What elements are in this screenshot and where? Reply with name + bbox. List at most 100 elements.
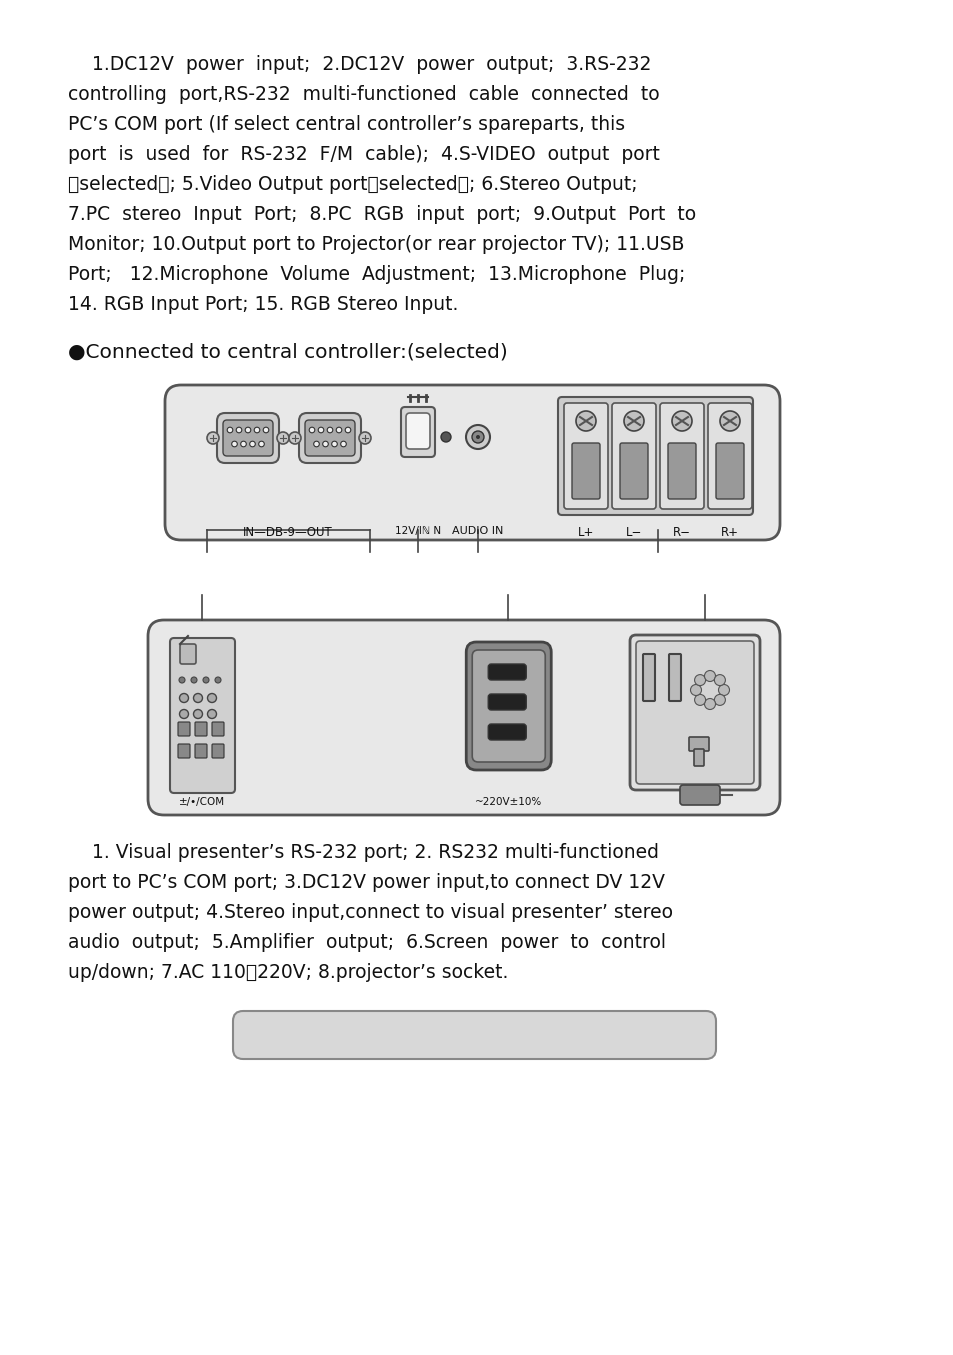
FancyBboxPatch shape [212, 722, 224, 736]
Circle shape [703, 698, 715, 710]
Circle shape [193, 694, 202, 702]
Circle shape [465, 425, 490, 449]
Text: ±/•/COM: ±/•/COM [179, 797, 225, 808]
Circle shape [214, 678, 221, 683]
Circle shape [472, 431, 483, 443]
Text: up/down; 7.AC 110～220V; 8.projector’s socket.: up/down; 7.AC 110～220V; 8.projector’s so… [68, 963, 508, 982]
FancyBboxPatch shape [668, 654, 680, 701]
Text: IN—DB-9—OUT: IN—DB-9—OUT [243, 526, 333, 539]
Circle shape [191, 678, 196, 683]
Circle shape [227, 427, 233, 432]
Circle shape [476, 435, 479, 439]
Circle shape [358, 432, 371, 444]
Circle shape [576, 411, 596, 431]
Text: 12V/Ⅰℕ N: 12V/Ⅰℕ N [395, 526, 440, 537]
Text: ●Connected to central controller:(selected): ●Connected to central controller:(select… [68, 343, 507, 362]
FancyBboxPatch shape [629, 635, 760, 790]
Circle shape [309, 427, 314, 432]
FancyBboxPatch shape [223, 420, 273, 457]
FancyBboxPatch shape [298, 413, 360, 463]
Text: 1. Visual presenter’s RS-232 port; 2. RS232 multi-functioned: 1. Visual presenter’s RS-232 port; 2. RS… [68, 843, 659, 862]
Circle shape [335, 427, 341, 432]
FancyBboxPatch shape [472, 650, 545, 762]
Circle shape [690, 684, 700, 695]
FancyBboxPatch shape [305, 420, 355, 457]
FancyBboxPatch shape [216, 413, 278, 463]
FancyBboxPatch shape [148, 621, 780, 814]
FancyBboxPatch shape [659, 402, 703, 509]
Text: （selected）; 5.Video Output port（selected）; 6.Stereo Output;: （selected）; 5.Video Output port（selected… [68, 175, 637, 194]
FancyBboxPatch shape [693, 749, 703, 766]
FancyBboxPatch shape [165, 385, 780, 541]
FancyBboxPatch shape [488, 664, 526, 680]
Circle shape [258, 442, 264, 447]
Circle shape [703, 671, 715, 682]
FancyBboxPatch shape [572, 443, 599, 499]
Circle shape [340, 442, 346, 447]
Circle shape [179, 694, 189, 702]
FancyBboxPatch shape [400, 406, 435, 457]
FancyBboxPatch shape [716, 443, 743, 499]
FancyBboxPatch shape [642, 654, 655, 701]
Text: 1.DC12V  power  input;  2.DC12V  power  output;  3.RS-232: 1.DC12V power input; 2.DC12V power outpu… [68, 56, 651, 75]
Circle shape [240, 442, 246, 447]
Text: L+: L+ [578, 526, 594, 539]
Circle shape [714, 694, 724, 706]
Circle shape [720, 411, 740, 431]
FancyBboxPatch shape [679, 785, 720, 805]
Circle shape [322, 442, 328, 447]
Text: ~220V±10%: ~220V±10% [474, 797, 541, 808]
FancyBboxPatch shape [178, 744, 190, 757]
Text: 14. RGB Input Port; 15. RGB Stereo Input.: 14. RGB Input Port; 15. RGB Stereo Input… [68, 295, 457, 314]
Circle shape [332, 442, 337, 447]
Text: Monitor; 10.Output port to Projector(or rear projector TV); 11.USB: Monitor; 10.Output port to Projector(or … [68, 234, 684, 253]
FancyBboxPatch shape [178, 722, 190, 736]
FancyBboxPatch shape [563, 402, 607, 509]
Text: port  is  used  for  RS-232  F/M  cable);  4.S-VIDEO  output  port: port is used for RS-232 F/M cable); 4.S-… [68, 145, 659, 164]
Text: port to PC’s COM port; 3.DC12V power input,to connect DV 12V: port to PC’s COM port; 3.DC12V power inp… [68, 873, 664, 892]
Circle shape [179, 710, 189, 718]
Circle shape [714, 675, 724, 686]
Circle shape [440, 432, 451, 442]
Text: Port;   12.Microphone  Volume  Adjustment;  13.Microphone  Plug;: Port; 12.Microphone Volume Adjustment; 1… [68, 266, 684, 285]
Circle shape [208, 710, 216, 718]
FancyBboxPatch shape [688, 737, 708, 751]
FancyBboxPatch shape [707, 402, 751, 509]
Circle shape [208, 694, 216, 702]
Circle shape [263, 427, 269, 432]
Circle shape [276, 432, 289, 444]
Text: power output; 4.Stereo input,connect to visual presenter’ stereo: power output; 4.Stereo input,connect to … [68, 902, 672, 921]
FancyBboxPatch shape [488, 694, 526, 710]
Text: L−: L− [625, 526, 641, 539]
Text: audio  output;  5.Amplifier  output;  6.Screen  power  to  control: audio output; 5.Amplifier output; 6.Scre… [68, 934, 665, 953]
Circle shape [718, 684, 729, 695]
Circle shape [193, 710, 202, 718]
FancyBboxPatch shape [194, 744, 207, 757]
Circle shape [694, 694, 705, 706]
FancyBboxPatch shape [406, 413, 430, 449]
Text: 7.PC  stereo  Input  Port;  8.PC  RGB  input  port;  9.Output  Port  to: 7.PC stereo Input Port; 8.PC RGB input p… [68, 205, 696, 224]
FancyBboxPatch shape [636, 641, 753, 785]
FancyBboxPatch shape [612, 402, 656, 509]
FancyBboxPatch shape [667, 443, 696, 499]
Circle shape [314, 442, 319, 447]
Circle shape [179, 678, 185, 683]
Circle shape [232, 442, 237, 447]
FancyBboxPatch shape [194, 722, 207, 736]
Circle shape [236, 427, 241, 432]
Circle shape [203, 678, 209, 683]
Circle shape [253, 427, 259, 432]
FancyBboxPatch shape [619, 443, 647, 499]
Text: R+: R+ [720, 526, 739, 539]
FancyBboxPatch shape [180, 644, 195, 664]
FancyBboxPatch shape [212, 744, 224, 757]
Circle shape [694, 675, 705, 686]
FancyBboxPatch shape [233, 1011, 716, 1060]
Circle shape [345, 427, 351, 432]
Circle shape [327, 427, 333, 432]
Circle shape [207, 432, 219, 444]
Circle shape [245, 427, 251, 432]
Text: controlling  port,RS-232  multi-functioned  cable  connected  to: controlling port,RS-232 multi-functioned… [68, 85, 659, 104]
Text: R−: R− [672, 526, 690, 539]
Text: PC’s COM port (If select central controller’s spareparts, this: PC’s COM port (If select central control… [68, 115, 624, 134]
